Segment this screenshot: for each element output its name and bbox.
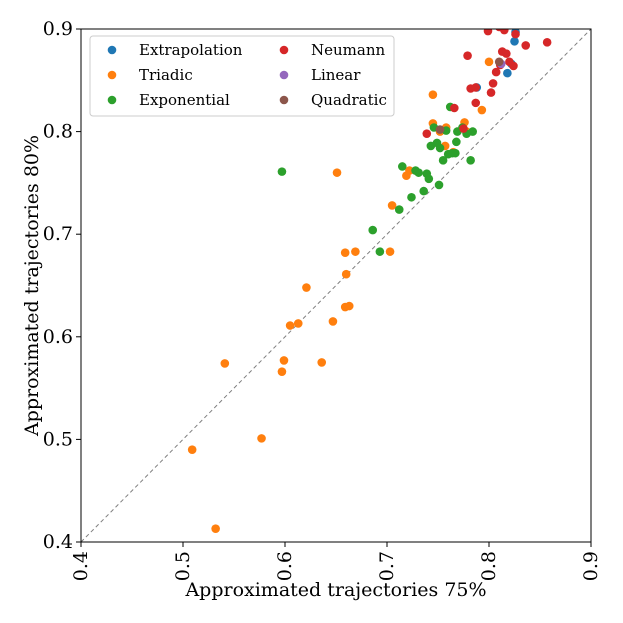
point-neumann [488, 79, 498, 88]
point-exponential [368, 225, 378, 235]
point-triadic [285, 321, 295, 330]
point-triadic [317, 358, 327, 367]
legend-marker-exponential [107, 95, 117, 105]
point-triadic [328, 317, 338, 326]
point-exponential [434, 180, 444, 190]
point-triadic [344, 301, 354, 311]
legend-marker-extrapolation [107, 45, 117, 55]
x-tick-label: 0.5 [172, 551, 194, 581]
y-tick-label: 0.4 [43, 531, 73, 553]
plot-frame [80, 28, 592, 543]
point-exponential [438, 156, 448, 165]
point-triadic [351, 247, 360, 256]
legend-label-neumann: Neumann [311, 41, 385, 59]
legend-label-exponential: Exponential [139, 91, 230, 109]
legend-marker-triadic [107, 70, 117, 80]
plot-area [80, 28, 592, 543]
legend-box [89, 35, 395, 117]
legend-label-linear: Linear [311, 66, 361, 84]
point-neumann [459, 124, 468, 133]
point-exponential [394, 205, 404, 214]
point-triadic [477, 105, 487, 115]
point-triadic [484, 57, 494, 67]
point-exponential [424, 174, 434, 184]
point-neumann [509, 61, 518, 71]
legend-marker-neumann [279, 45, 289, 55]
y-axis-label: Approximated trajectories 80% [21, 135, 43, 437]
point-triadic [428, 90, 438, 99]
point-exponential [407, 192, 416, 202]
x-tick-label: 0.4 [70, 551, 92, 581]
point-quadratic [494, 57, 504, 67]
point-neumann [500, 29, 509, 35]
x-tick-label: 0.6 [274, 551, 296, 581]
point-neumann [486, 88, 496, 97]
legend-label-extrapolation: Extrapolation [139, 41, 243, 59]
point-triadic [257, 434, 266, 443]
point-exponential [398, 162, 407, 171]
x-axis-label: Approximated trajectories 75% [184, 579, 486, 601]
point-neumann [521, 41, 531, 50]
legend-label-quadratic: Quadratic [311, 91, 387, 109]
point-exponential [452, 137, 461, 147]
reference-diagonal-line [80, 28, 592, 543]
point-neumann [483, 29, 493, 36]
point-neumann [450, 103, 459, 113]
legend: Extrapolation Triadic Exponential Neumann Li… [89, 35, 395, 117]
point-extrapolation [510, 37, 519, 46]
point-triadic [385, 247, 395, 256]
point-quadratic [435, 125, 445, 134]
point-neumann [471, 83, 481, 92]
x-tick-label: 0.8 [478, 551, 500, 581]
point-exponential [466, 156, 475, 165]
point-triadic [340, 248, 350, 257]
point-triadic [387, 201, 397, 210]
point-triadic [341, 269, 351, 279]
point-extrapolation [503, 68, 512, 78]
legend-marker-linear [279, 70, 289, 80]
point-triadic [277, 367, 287, 376]
y-tick-label: 0.9 [43, 18, 73, 40]
point-exponential [375, 247, 385, 256]
point-triadic [211, 524, 220, 533]
axes: 0.4 0.5 0.6 0.7 0.8 0.9 0.4 0.5 0.6 0.7 0.8 0.9 Appr… [21, 18, 602, 601]
point-triadic [405, 166, 414, 175]
x-tick-label: 0.7 [376, 551, 398, 581]
point-neumann [511, 29, 520, 39]
point-triadic [220, 359, 230, 368]
y-tick-label: 0.8 [43, 121, 73, 143]
point-exponential [435, 143, 445, 153]
point-triadic [332, 168, 342, 177]
point-triadic [293, 319, 303, 328]
x-tick-label: 0.9 [580, 551, 602, 581]
point-neumann [463, 51, 472, 60]
point-neumann [491, 67, 501, 77]
point-triadic [187, 445, 197, 454]
data-points [187, 29, 552, 533]
y-tick-label: 0.7 [43, 223, 73, 245]
point-triadic [279, 356, 289, 365]
legend-label-triadic: Triadic [139, 66, 193, 84]
y-tick-label: 0.6 [43, 326, 73, 348]
point-neumann [422, 129, 432, 138]
point-exponential [277, 167, 287, 176]
point-exponential [419, 186, 429, 196]
point-triadic [302, 283, 311, 292]
point-exponential [451, 148, 460, 158]
legend-marker-quadratic [279, 95, 289, 105]
point-neumann [542, 38, 552, 47]
y-tick-label: 0.5 [43, 428, 73, 450]
point-neumann [471, 98, 481, 108]
point-exponential [414, 168, 423, 177]
point-neumann [502, 49, 511, 58]
point-exponential [468, 127, 477, 136]
